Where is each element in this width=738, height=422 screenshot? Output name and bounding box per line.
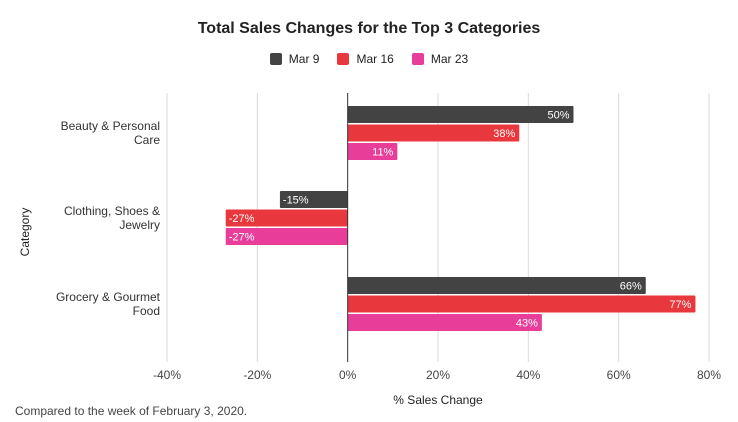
bar-data-label: 50% [547, 110, 569, 122]
bar-data-label: -15% [283, 195, 309, 207]
bar-data-label: -27% [229, 232, 255, 244]
legend-swatch-mar-9 [269, 53, 282, 65]
x-axis-label: % Sales Change [393, 393, 483, 407]
legend: Mar 9 Mar 16 Mar 23 [0, 52, 738, 66]
bar [347, 106, 574, 123]
y-category-label: Care [134, 133, 160, 147]
legend-label-mar-23: Mar 23 [430, 52, 469, 66]
bar [347, 124, 520, 142]
y-category-label: Jewelry [119, 218, 160, 232]
x-tick-label: -20% [243, 368, 271, 382]
legend-label-mar-16: Mar 16 [356, 52, 394, 66]
y-category-label: Food [133, 304, 160, 318]
bar [347, 314, 542, 331]
footnote: Compared to the week of February 3, 2020… [15, 404, 248, 418]
y-category-label: Grocery & Gourmet [56, 290, 161, 304]
x-tick-label: 60% [607, 368, 631, 382]
y-axis-label: Category [18, 207, 32, 257]
bar-data-label: 77% [669, 299, 691, 311]
bar [225, 228, 348, 245]
bar-data-label: 11% [372, 147, 393, 159]
x-tick-label: 40% [516, 368, 540, 382]
x-tick-label: 0% [339, 368, 357, 382]
x-tick-label: -40% [153, 368, 181, 382]
bar-data-label: 43% [516, 318, 538, 330]
y-category-label: Clothing, Shoes & [64, 204, 160, 218]
chart-title: Total Sales Changes for the Top 3 Catego… [197, 20, 541, 37]
legend-label-mar-9: Mar 9 [288, 52, 320, 66]
x-tick-label: 20% [426, 368, 450, 382]
legend-item-mar-9: Mar 9 [269, 52, 320, 66]
bar-data-label: 66% [620, 281, 642, 293]
bar-data-label: 38% [493, 128, 515, 140]
legend-swatch-mar-23 [411, 53, 424, 65]
bar [347, 143, 398, 160]
y-category-label: Beauty & Personal [61, 119, 160, 133]
bar-data-label: -27% [229, 213, 255, 225]
legend-swatch-mar-16 [337, 53, 350, 65]
legend-item-mar-16: Mar 16 [337, 52, 394, 66]
bar [279, 191, 348, 208]
x-tick-label: 80% [697, 368, 721, 382]
bar [347, 295, 696, 313]
legend-item-mar-23: Mar 23 [411, 52, 469, 66]
bar [225, 209, 348, 227]
bar [347, 277, 646, 294]
